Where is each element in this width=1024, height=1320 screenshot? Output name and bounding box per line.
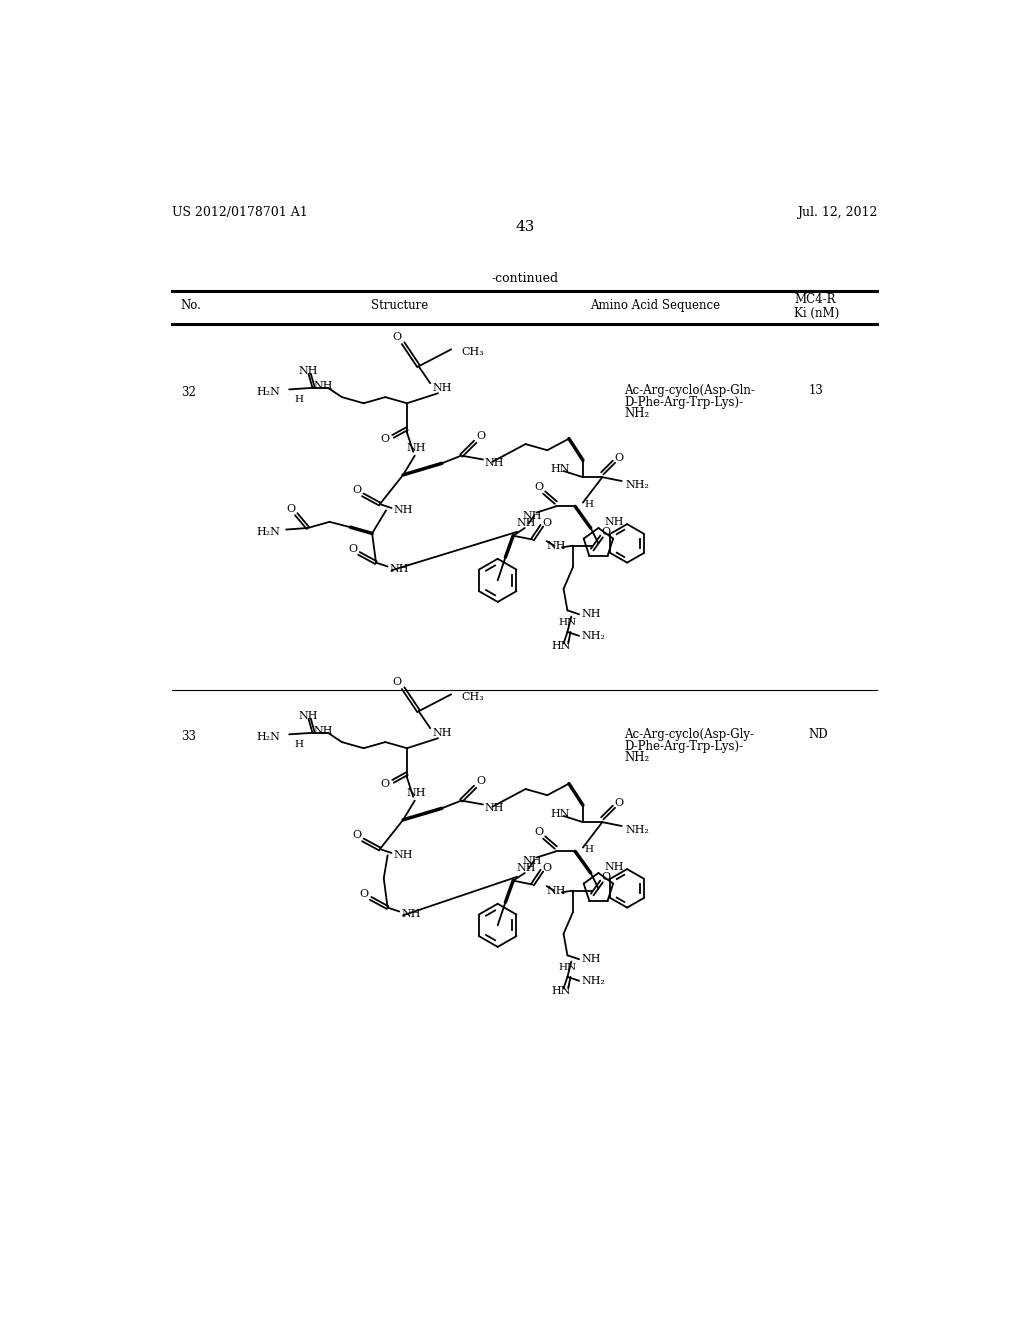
Text: H: H [294,741,303,748]
Text: CH₃: CH₃ [461,693,484,702]
Text: NH: NH [604,862,624,871]
Text: O: O [542,862,551,873]
Text: NH: NH [390,564,410,574]
Text: O: O [602,871,610,882]
Text: O: O [381,434,390,444]
Text: HN: HN [558,618,577,627]
Text: NH: NH [604,517,624,527]
Text: NH: NH [546,541,565,550]
Text: O: O [614,453,624,463]
Text: NH₂: NH₂ [582,631,605,640]
Text: NH: NH [313,726,333,735]
Text: NH: NH [523,855,543,866]
Text: NH: NH [299,366,318,376]
Text: Ki (nM): Ki (nM) [795,308,840,319]
Text: NH₂: NH₂ [624,751,649,764]
Text: HN: HN [550,809,569,820]
Text: 43: 43 [515,220,535,234]
Text: NH: NH [523,511,543,520]
Text: O: O [359,888,369,899]
Text: NH: NH [407,788,426,797]
Text: NH: NH [299,711,318,721]
Text: H: H [585,500,594,510]
Text: HN: HN [558,964,577,972]
Text: Amino Acid Sequence: Amino Acid Sequence [590,300,720,313]
Text: ND: ND [809,729,828,742]
Text: O: O [352,486,361,495]
Text: NH: NH [582,610,601,619]
Text: MC4-R: MC4-R [795,293,836,306]
Text: O: O [476,432,485,441]
Text: US 2012/0178701 A1: US 2012/0178701 A1 [172,206,308,219]
Text: CH₃: CH₃ [461,347,484,358]
Text: O: O [602,527,610,537]
Text: NH: NH [313,380,333,391]
Text: H: H [294,395,303,404]
Text: NH: NH [516,519,537,528]
Text: NH: NH [546,886,565,896]
Text: NH: NH [582,954,601,964]
Text: O: O [535,828,544,837]
Text: Jul. 12, 2012: Jul. 12, 2012 [797,206,878,219]
Text: O: O [392,677,401,686]
Text: O: O [348,544,357,554]
Text: No.: No. [180,300,202,313]
Text: NH: NH [516,863,537,874]
Text: O: O [614,797,624,808]
Text: H₂N: H₂N [256,387,280,397]
Text: H₂N: H₂N [257,527,281,537]
Text: O: O [392,333,401,342]
Text: 33: 33 [180,730,196,743]
Text: NH: NH [401,908,421,919]
Text: Structure: Structure [371,300,428,313]
Text: -continued: -continued [492,272,558,285]
Text: H: H [585,845,594,854]
Text: Ac-Arg-cyclo(Asp-Gly-: Ac-Arg-cyclo(Asp-Gly- [624,729,754,742]
Text: NH: NH [407,444,426,453]
Text: O: O [476,776,485,787]
Text: NH: NH [432,383,452,393]
Text: 13: 13 [809,384,823,397]
Text: HN: HN [550,465,569,474]
Text: NH: NH [484,458,504,469]
Text: NH₂: NH₂ [626,480,649,490]
Text: HN: HN [552,640,571,651]
Text: NH₂: NH₂ [582,975,605,986]
Text: D-Phe-Arg-Trp-Lys)-: D-Phe-Arg-Trp-Lys)- [624,396,743,409]
Text: O: O [535,482,544,492]
Text: O: O [352,830,361,841]
Text: HN: HN [552,986,571,995]
Text: O: O [542,517,551,528]
Text: NH: NH [394,850,414,861]
Text: H₂N: H₂N [256,731,280,742]
Text: 32: 32 [180,385,196,399]
Text: Ac-Arg-cyclo(Asp-Gln-: Ac-Arg-cyclo(Asp-Gln- [624,384,755,397]
Text: NH₂: NH₂ [626,825,649,834]
Text: O: O [381,779,390,788]
Text: NH: NH [394,506,414,515]
Text: D-Phe-Arg-Trp-Lys)-: D-Phe-Arg-Trp-Lys)- [624,739,743,752]
Text: NH: NH [484,804,504,813]
Text: NH: NH [432,727,452,738]
Text: O: O [286,504,295,513]
Text: NH₂: NH₂ [624,407,649,420]
